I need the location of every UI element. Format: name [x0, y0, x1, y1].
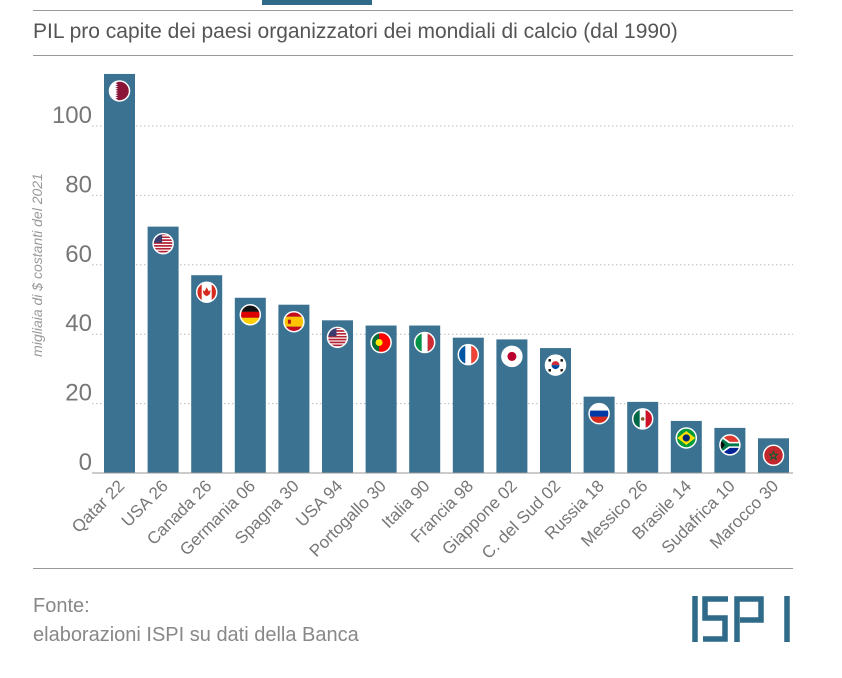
- bar-2: [191, 275, 223, 473]
- y-axis-ticks: 0 20 40 60 80 100: [52, 102, 92, 476]
- flags: [108, 80, 785, 467]
- y-tick-label: 0: [79, 449, 92, 476]
- y-axis-label: migliaia di $ costanti del 2021: [29, 173, 45, 357]
- morocco-flag-icon: [762, 444, 785, 467]
- qatar-flag-icon: [108, 80, 131, 102]
- source-note: Fonte: elaborazioni ISPI su dati della B…: [33, 592, 359, 650]
- bar-0: [104, 73, 135, 473]
- source-label: Fonte:: [33, 595, 90, 617]
- bar-1: [147, 226, 179, 473]
- canada-flag-icon: [195, 281, 218, 303]
- italy-flag-icon: [413, 331, 436, 354]
- y-tick-label: 100: [52, 102, 92, 129]
- bar-4: [278, 304, 310, 473]
- south-africa-flag-icon: [719, 434, 741, 456]
- russia-flag-icon: [588, 402, 610, 425]
- y-tick-label: 40: [65, 310, 92, 337]
- source-text: elaborazioni ISPI su dati della Banca: [33, 624, 359, 646]
- usa-flag-icon: [152, 232, 174, 255]
- portugal-flag-icon: [370, 331, 392, 354]
- y-tick-label: 60: [65, 241, 92, 268]
- footer-rule: [33, 568, 793, 569]
- bars: [104, 73, 789, 473]
- spain-flag-icon: [283, 310, 305, 333]
- title-rule: [33, 55, 793, 56]
- germany-flag-icon: [239, 304, 262, 326]
- france-flag-icon: [457, 343, 480, 366]
- south-korea-flag-icon: [544, 354, 567, 376]
- y-tick-label: 20: [65, 380, 92, 407]
- top-rule: [33, 10, 793, 11]
- brazil-flag-icon: [675, 427, 698, 449]
- bar-3: [234, 297, 266, 473]
- y-tick-label: 80: [65, 171, 92, 198]
- ispi-logo: [692, 596, 790, 642]
- mexico-flag-icon: [631, 408, 654, 430]
- usa-flag-icon: [326, 326, 349, 349]
- chart-title: PIL pro capite dei paesi organizzatori d…: [33, 20, 678, 43]
- category-label: Qatar 22: [68, 476, 128, 536]
- top-accent-strip: [262, 0, 372, 5]
- japan-flag-icon: [501, 345, 523, 368]
